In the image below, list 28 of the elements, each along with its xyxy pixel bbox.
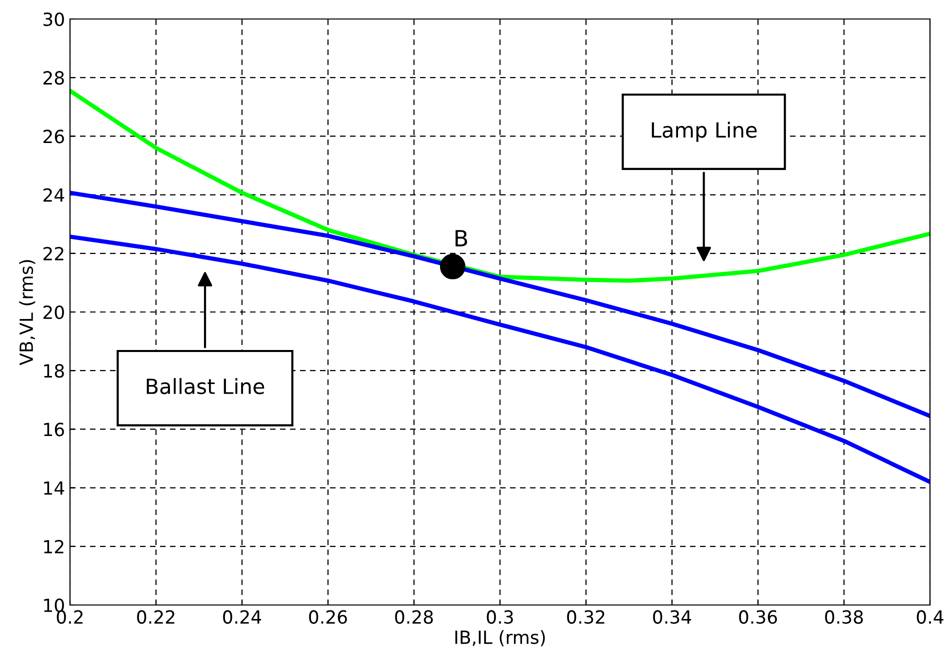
x-tick-label: 0.4 [916,610,944,624]
x-tick-label: 0.26 [309,610,347,624]
y-tick-label: 16 [44,422,64,436]
y-tick-label: 26 [43,130,64,144]
y-axis-title: VB,VL (rms) [19,260,36,366]
x-tick-label: 0.36 [739,610,777,624]
y-tick-label: 12 [44,540,64,554]
y-tick-label: 22 [43,246,64,260]
annotation: B [456,230,468,246]
y-tick-label: 14 [44,481,64,495]
y-tick-label: 10 [44,598,64,612]
y-tick-label: 30 [44,12,64,26]
line-series [70,190,930,418]
annotation: Lamp Line [652,122,757,142]
y-tick-label: 20 [43,305,64,320]
x-tick-label: 0.34 [653,610,692,624]
x-axis-title: IB,IL (rms) [455,630,545,646]
x-tick-label: 0.32 [567,610,604,624]
y-tick-label: 18 [44,364,64,378]
y-tick-label: 28 [43,71,64,85]
annotation: Ballast Line [146,378,264,394]
x-tick-label: 0.24 [223,610,262,624]
y-tick-label: 24 [43,188,64,202]
x-tick-label: 0.3 [486,610,513,624]
x-tick-label: 0.38 [825,610,863,624]
x-tick-label: 0.2 [56,610,83,624]
x-tick-label: 0.28 [395,610,433,624]
x-tick-label: 0.22 [137,610,174,624]
